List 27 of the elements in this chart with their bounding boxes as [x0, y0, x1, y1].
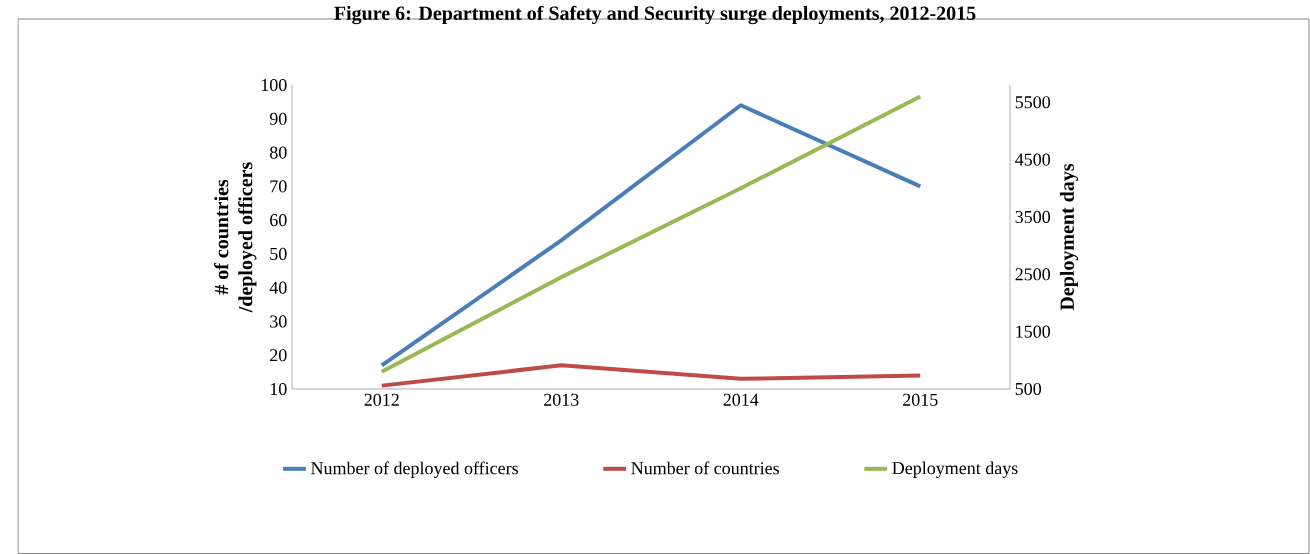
y-tick-label: 30 — [270, 315, 287, 328]
x-tick-label: 2013 — [544, 393, 579, 406]
y-tick-label: 60 — [270, 214, 287, 227]
legend-label: Deployment days — [892, 461, 1018, 478]
x-tick-label: 2014 — [723, 393, 759, 406]
y2-tick-label: 3500 — [1015, 210, 1051, 223]
y2-tick-label: 5500 — [1015, 96, 1051, 109]
y-axis-title: # of countries /deployed officers — [214, 162, 257, 313]
x-tick-label: 2012 — [364, 393, 399, 406]
legend-label: Number of deployed officers — [311, 461, 518, 479]
y2-axis-title: Deployment days — [1059, 163, 1079, 311]
y-tick-label: 50 — [270, 247, 287, 260]
y-tick-label: 40 — [269, 281, 287, 294]
y-tick-label: 100 — [261, 78, 287, 92]
y-tick-label: 20 — [270, 349, 287, 362]
y-tick-label: 80 — [269, 146, 287, 159]
y-tick-label: 70 — [270, 180, 287, 193]
y-tick-label: 90 — [269, 112, 287, 125]
y-tick-label: 10 — [270, 382, 287, 396]
chart-title: Figure 6: Department of Safety and Security surge deployments, 2012-2015 — [334, 5, 976, 25]
y2-tick-label: 1500 — [1016, 325, 1051, 338]
line-series — [379, 363, 923, 388]
x-tick-label: 2015 — [903, 393, 938, 406]
y2-tick-label: 4500 — [1015, 153, 1051, 166]
y2-tick-label: 500 — [1015, 382, 1042, 396]
legend-label: Number of countries — [631, 461, 780, 475]
y2-tick-label: 2500 — [1015, 268, 1051, 281]
